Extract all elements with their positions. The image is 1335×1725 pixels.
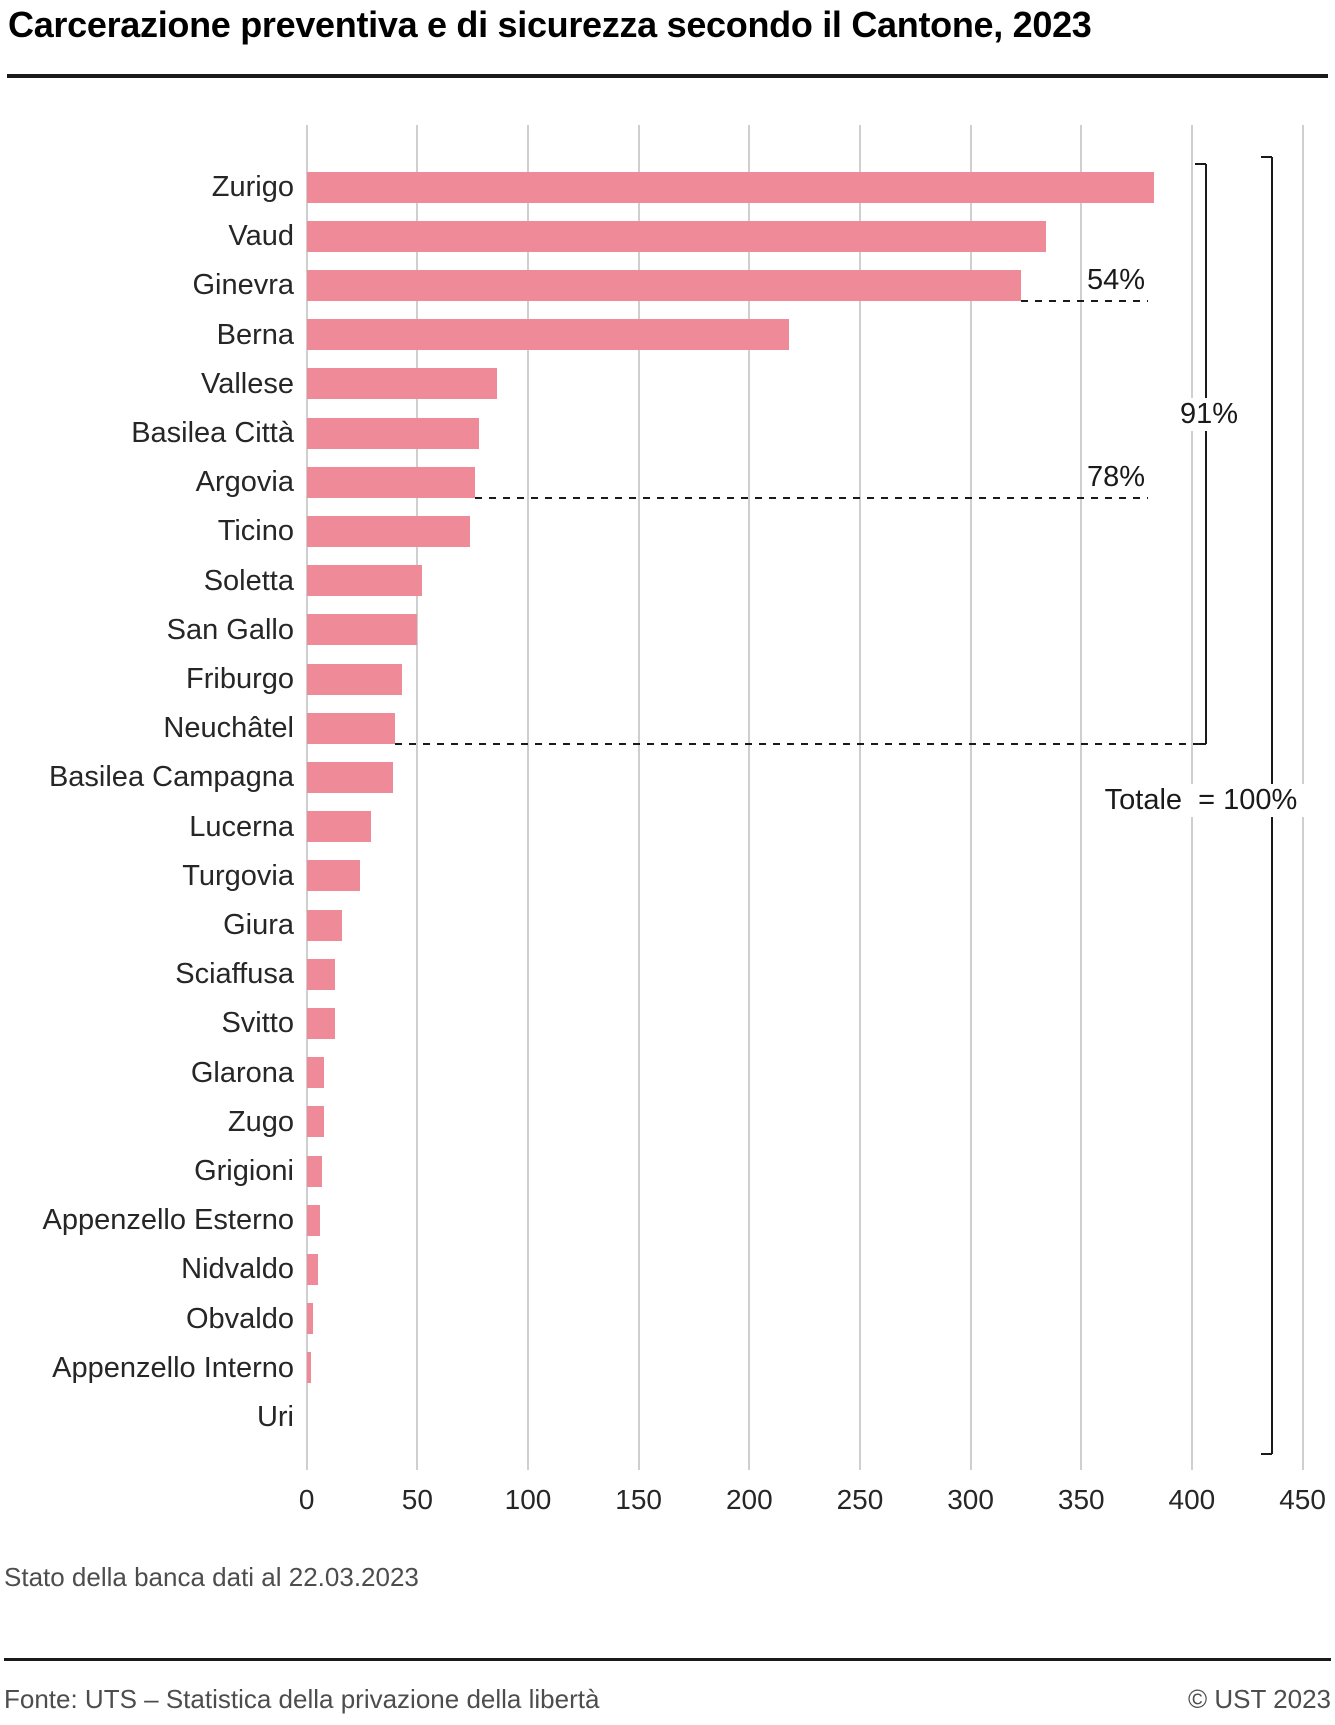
category-label: Argovia (195, 466, 294, 499)
category-label: Obvaldo (185, 1302, 294, 1335)
footer-divider (4, 1658, 1331, 1661)
copyright-note: © UST 2023 (1188, 1684, 1331, 1714)
x-axis-tick-label: 350 (1057, 1484, 1105, 1515)
category-label: Uri (256, 1401, 294, 1433)
bracket-cap (1261, 156, 1272, 158)
source-note: Fonte: UTS – Statistica della privazione… (4, 1684, 600, 1714)
x-axis-tick-label: 150 (615, 1484, 662, 1515)
bar (306, 712, 396, 744)
data-status-note: Stato della banca dati al 22.03.2023 (4, 1562, 419, 1592)
gridline (527, 125, 529, 1470)
annotation-dashed-line (395, 742, 1195, 745)
gridline (858, 125, 861, 1470)
bar (306, 1204, 320, 1236)
bracket-cap (1195, 163, 1206, 165)
category-label: Zurigo (211, 171, 294, 203)
bar (306, 811, 371, 843)
gridline (969, 125, 972, 1470)
category-label: Friburgo (186, 663, 294, 695)
category-label: Lucerna (189, 810, 294, 843)
bar (306, 466, 475, 498)
annotation-dashed-line (474, 496, 1148, 499)
category-label: Sciaffusa (175, 958, 294, 991)
annotation-dashed-line (1021, 299, 1148, 302)
category-label: Vallese (201, 367, 294, 400)
bar (306, 958, 336, 990)
bar (306, 171, 1155, 203)
gridline (748, 125, 751, 1470)
x-axis-tick-label: 250 (836, 1484, 884, 1515)
category-label: Vaud (228, 220, 294, 253)
bar (306, 565, 422, 597)
bracket-cap (1195, 742, 1206, 745)
bar (306, 319, 790, 351)
category-label: Berna (216, 318, 294, 351)
category-label: Ginevra (192, 269, 294, 302)
category-label: Ticino (217, 515, 294, 548)
category-label: Neuchâtel (163, 712, 294, 745)
x-axis-tick-label: 50 (401, 1484, 433, 1515)
bar (306, 909, 343, 941)
bar (306, 1253, 318, 1285)
category-label: Svitto (221, 1007, 294, 1040)
category-label: Nidvaldo (181, 1253, 294, 1286)
category-label: Turgovia (182, 859, 294, 892)
x-axis-tick-label: 0 (298, 1484, 315, 1515)
x-axis-tick-label: 450 (1279, 1484, 1326, 1515)
gridline (416, 125, 419, 1470)
bar (306, 1352, 312, 1384)
bar (306, 663, 402, 695)
category-label: Giura (223, 909, 294, 941)
footer: Fonte: UTS – Statistica della privazione… (4, 1684, 1331, 1715)
bar (306, 417, 480, 449)
bar (306, 368, 497, 400)
bar (306, 1303, 314, 1335)
x-axis-tick-label: 100 (504, 1484, 552, 1515)
category-label: Basilea Città (131, 417, 294, 449)
annotation-label-54: 54% (1083, 263, 1148, 297)
bar (306, 860, 360, 892)
bar-chart: 0 50 100 150 200 250 300 350 400 450 Zurigo Vaud Gin… (42, 125, 1326, 1515)
page-title: Carcerazione preventiva e di sicurezza s… (8, 4, 1092, 45)
category-label: Zugo (227, 1105, 294, 1138)
category-label: San Gallo (166, 613, 294, 646)
category-label: Grigioni (194, 1155, 294, 1187)
x-axis-tick-label: 400 (1168, 1484, 1216, 1515)
bar (306, 1155, 323, 1187)
title-divider (7, 74, 1328, 78)
category-label: Appenzello Interno (52, 1351, 294, 1384)
gridline (1080, 125, 1083, 1470)
bar (306, 1057, 325, 1089)
bar (306, 269, 1022, 301)
bar (306, 614, 418, 646)
category-label: Appenzello Esterno (42, 1204, 295, 1237)
annotation-label-78: 78% (1083, 460, 1148, 494)
bar (306, 1007, 336, 1039)
category-label: Soletta (203, 564, 294, 597)
bar (306, 1106, 325, 1138)
annotation-label-total: Totale = 100% (1092, 784, 1310, 817)
bar (306, 515, 471, 547)
x-axis-tick-label: 300 (947, 1484, 994, 1515)
category-label: Basilea Campagna (48, 761, 294, 794)
gridline (637, 125, 640, 1470)
bar (306, 761, 393, 793)
category-label: Glarona (190, 1056, 294, 1089)
bracket-cap (1261, 1453, 1272, 1455)
gridline (305, 125, 308, 1470)
x-axis-tick-label: 200 (725, 1484, 773, 1515)
bar (306, 220, 1046, 252)
annotation-label-91: 91% (1150, 398, 1268, 431)
bracket-91 (1205, 164, 1207, 744)
